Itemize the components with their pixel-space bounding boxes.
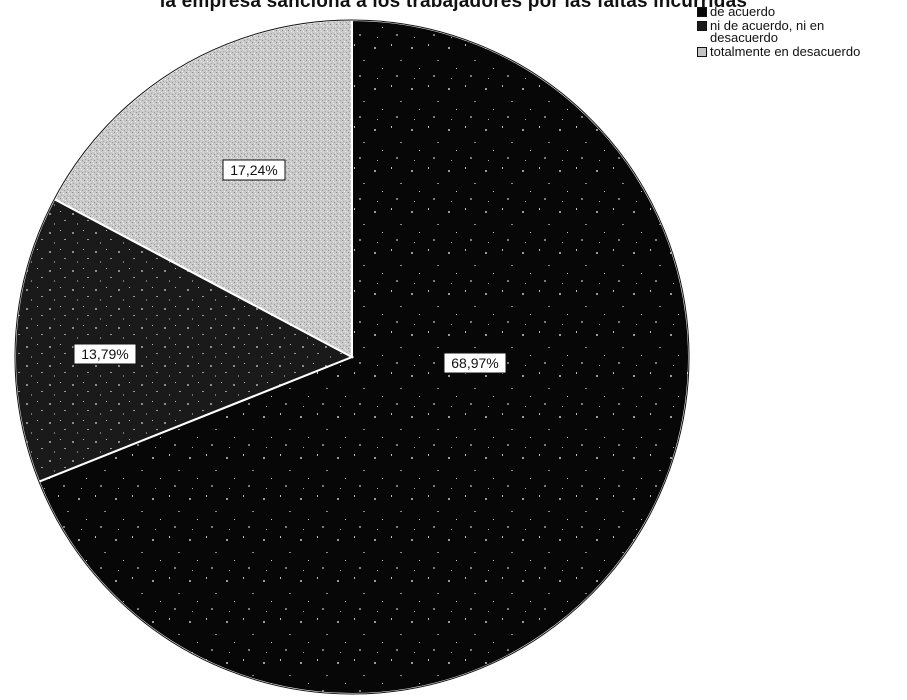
slice-label-box (443, 352, 507, 374)
legend-label: ni de acuerdo, ni en desacuerdo (710, 18, 825, 45)
legend-label: totalmente en desacuerdo (710, 44, 861, 59)
slice-label-text: 68,97% (451, 355, 498, 371)
legend-item-ni-de-acuerdo: ni de acuerdo, ni en desacuerdo (697, 18, 905, 45)
pie-outline (14, 19, 690, 695)
slice-label-0: 68,97% (443, 352, 507, 374)
slice-label-box (222, 159, 286, 181)
legend-swatch-de-acuerdo (697, 7, 707, 17)
chart-title: la empresa sanciona a los trabajadores p… (159, 0, 748, 12)
slice-label-2: 17,24% (222, 159, 286, 181)
legend-swatch-ni-de-acuerdo (697, 21, 707, 31)
legend: de acuerdo ni de acuerdo, ni en desacuer… (697, 4, 905, 60)
slice-label-text: 17,24% (230, 162, 277, 178)
slice-label-text: 13,79% (81, 346, 128, 362)
legend-item-totalmente-en-desacuerdo: totalmente en desacuerdo (697, 44, 905, 59)
slice-label-box (73, 343, 137, 365)
pie-labels: 68,97% 13,79% 17,24% (73, 159, 507, 374)
slice-label-1: 13,79% (73, 343, 137, 365)
legend-item-de-acuerdo: de acuerdo (697, 4, 905, 19)
pie-slices (14, 18, 690, 695)
legend-swatch-totalmente-en-desacuerdo (697, 47, 707, 57)
legend-label: de acuerdo (710, 4, 776, 19)
